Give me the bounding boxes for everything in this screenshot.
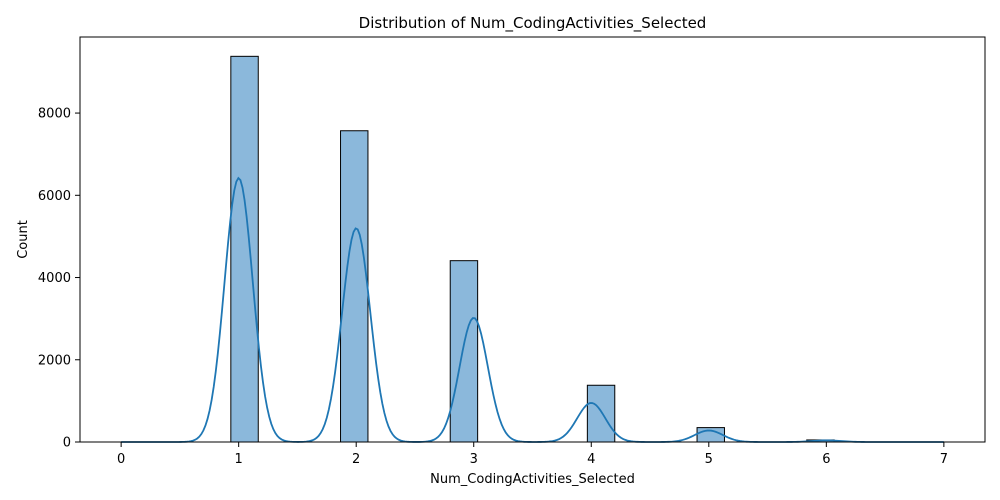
chart-title: Distribution of Num_CodingActivities_Sel… xyxy=(359,14,707,33)
plot-frame xyxy=(79,36,986,443)
y-axis-title: Count xyxy=(16,220,31,259)
plot-area xyxy=(80,37,985,442)
x-tick-label: 5 xyxy=(705,452,713,467)
y-axis-ticks: 0 2000 4000 6000 8000 xyxy=(38,107,80,451)
y-tick-label: 4000 xyxy=(38,271,71,286)
x-tick-label: 1 xyxy=(235,452,243,467)
x-axis-ticks: 0 1 2 3 4 5 6 7 xyxy=(117,442,948,467)
histogram-bar-4 xyxy=(586,384,616,443)
y-tick-label: 0 xyxy=(63,436,71,451)
x-tick-label: 4 xyxy=(587,452,595,467)
x-tick-label: 0 xyxy=(117,452,125,467)
x-tick-label: 7 xyxy=(940,452,948,467)
y-tick-label: 6000 xyxy=(38,189,71,204)
histogram-bars xyxy=(230,55,835,443)
x-axis-title: Num_CodingActivities_Selected xyxy=(430,472,635,487)
histogram-bar-1 xyxy=(230,55,259,443)
x-tick-label: 6 xyxy=(822,452,830,467)
y-tick-label: 8000 xyxy=(38,107,71,122)
x-tick-label: 2 xyxy=(352,452,360,467)
y-tick-label: 2000 xyxy=(38,353,71,368)
x-tick-label: 3 xyxy=(470,452,478,467)
histogram-bar-3 xyxy=(449,260,479,443)
